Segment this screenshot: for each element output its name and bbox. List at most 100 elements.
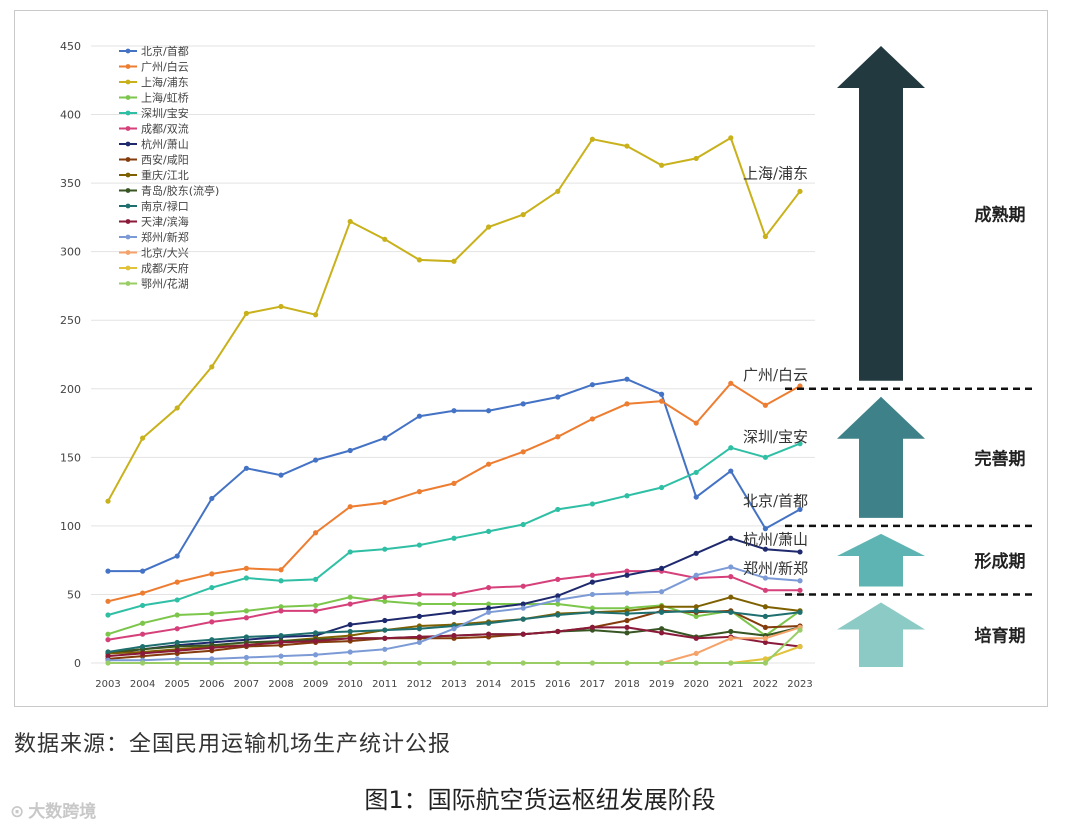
- data-point: [209, 619, 215, 625]
- data-point: [174, 656, 180, 662]
- data-point: [382, 499, 388, 506]
- data-point: [520, 401, 526, 407]
- legend-entry: 青岛/胶东(流亭): [141, 184, 219, 198]
- data-point: [278, 472, 284, 478]
- data-point: [486, 620, 492, 626]
- data-point: [140, 620, 146, 626]
- data-point: [278, 608, 284, 614]
- data-point: [762, 587, 769, 593]
- y-tick-label: 50: [67, 588, 81, 601]
- data-point: [347, 549, 353, 555]
- x-tick-label: 2020: [683, 679, 708, 690]
- data-point: [278, 604, 284, 610]
- data-point: [728, 135, 734, 141]
- data-point: [486, 584, 492, 591]
- data-point: [762, 546, 769, 552]
- data-point: [589, 660, 596, 666]
- data-point: [174, 648, 180, 654]
- data-point: [520, 583, 526, 589]
- x-tick-label: 2022: [753, 679, 778, 690]
- data-point: [555, 434, 561, 440]
- data-point: [589, 382, 596, 388]
- data-point: [693, 604, 699, 610]
- data-point: [347, 628, 353, 635]
- data-point: [693, 494, 699, 500]
- data-point: [209, 495, 215, 502]
- data-point: [797, 441, 803, 447]
- data-point: [728, 468, 734, 474]
- data-point: [451, 535, 457, 541]
- x-tick-label: 2008: [268, 679, 293, 690]
- data-point: [313, 457, 319, 463]
- data-point: [486, 224, 492, 230]
- data-point: [589, 591, 596, 598]
- legend-swatch-dot: [125, 265, 131, 271]
- data-point: [451, 632, 457, 639]
- x-tick-label: 2012: [407, 679, 432, 690]
- legend-swatch-dot: [125, 172, 131, 178]
- data-point: [693, 420, 699, 426]
- data-point: [797, 609, 803, 615]
- y-tick-label: 350: [60, 177, 81, 190]
- data-point: [693, 660, 699, 666]
- legend-entry: 成都/天府: [141, 261, 189, 275]
- data-point: [728, 660, 734, 666]
- data-point: [624, 376, 630, 382]
- x-tick-label: 2015: [510, 679, 535, 690]
- data-point: [693, 650, 699, 657]
- stage-arrow-3: [837, 602, 925, 667]
- legend-entry: 北京/大兴: [141, 246, 189, 260]
- data-point: [728, 535, 734, 541]
- data-point: [416, 542, 422, 548]
- data-point: [451, 660, 457, 666]
- data-point: [382, 435, 388, 441]
- data-point: [209, 660, 215, 666]
- data-point: [243, 634, 249, 640]
- stage-label: 成熟期: [975, 204, 1026, 225]
- data-point: [416, 639, 422, 646]
- series-2: [105, 135, 803, 504]
- legend-entry: 西安/咸阳: [141, 153, 189, 167]
- data-point: [278, 660, 284, 666]
- x-tick-label: 2017: [580, 679, 605, 690]
- legend-entry: 上海/虹桥: [141, 91, 189, 105]
- data-point: [382, 635, 388, 641]
- data-point: [797, 506, 803, 513]
- data-point: [624, 493, 630, 499]
- series-0: [105, 376, 803, 574]
- legend-swatch-dot: [125, 64, 131, 69]
- data-point: [174, 597, 180, 603]
- chart-frame: 0 50 100 150 200 250 300 350 400 450 2003 2004 2005 2…: [14, 10, 1048, 707]
- x-tick-label: 2016: [545, 679, 570, 690]
- data-point: [486, 601, 492, 607]
- data-point: [416, 660, 422, 666]
- data-point: [520, 616, 526, 622]
- data-point: [105, 637, 111, 643]
- data-point: [451, 626, 457, 632]
- legend-swatch-dot: [125, 203, 131, 209]
- data-point: [589, 609, 596, 615]
- data-point: [693, 613, 699, 619]
- data-point: [555, 660, 561, 666]
- data-point: [347, 622, 353, 628]
- data-point: [486, 631, 492, 637]
- legend-entry: 南京/禄口: [141, 199, 189, 213]
- data-point: [555, 394, 561, 400]
- data-point: [382, 660, 388, 666]
- data-point: [174, 612, 180, 618]
- series-4: [105, 441, 803, 618]
- data-point: [624, 660, 630, 666]
- data-point: [693, 550, 699, 556]
- data-source-note: 数据来源：全国民用运输机场生产统计公报: [14, 732, 452, 757]
- stage-arrow-0: [837, 46, 925, 381]
- data-point: [174, 626, 180, 632]
- data-point: [659, 565, 665, 571]
- legend-entry: 重庆/江北: [141, 168, 189, 182]
- data-point: [105, 660, 111, 666]
- series-line: [108, 378, 801, 573]
- series-line: [107, 381, 801, 603]
- data-point: [347, 635, 353, 641]
- data-point: [243, 575, 249, 581]
- legend-swatch-dot: [125, 250, 131, 255]
- data-point: [451, 408, 457, 414]
